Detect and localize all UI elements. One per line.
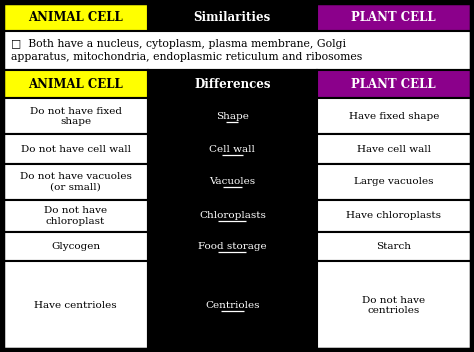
Text: Food storage: Food storage — [198, 242, 267, 251]
Text: Glycogen: Glycogen — [51, 242, 100, 251]
Text: Do not have
chloroplast: Do not have chloroplast — [44, 206, 107, 226]
Bar — [148, 164, 317, 200]
Text: Do not have
centrioles: Do not have centrioles — [362, 296, 425, 315]
Text: Starch: Starch — [376, 242, 411, 251]
Bar — [3, 31, 471, 70]
Text: PLANT CELL: PLANT CELL — [351, 11, 436, 24]
Bar — [148, 262, 317, 349]
Bar — [317, 164, 471, 200]
Bar — [148, 200, 317, 232]
Text: Shape: Shape — [216, 112, 249, 121]
Bar — [3, 3, 148, 31]
Text: Do not have vacuoles
(or small): Do not have vacuoles (or small) — [19, 172, 131, 191]
Bar — [317, 70, 471, 99]
Text: Vacuoles: Vacuoles — [209, 177, 255, 186]
Text: Have centrioles: Have centrioles — [34, 301, 117, 310]
Bar — [148, 134, 317, 164]
Bar — [317, 3, 471, 31]
Text: ANIMAL CELL: ANIMAL CELL — [28, 78, 123, 91]
Bar — [3, 70, 148, 99]
Text: Do not have cell wall: Do not have cell wall — [20, 145, 130, 154]
Text: Have chloroplasts: Have chloroplasts — [346, 212, 441, 220]
Text: Chloroplasts: Chloroplasts — [199, 212, 266, 220]
Bar — [317, 99, 471, 134]
Text: □  Both have a nucleus, cytoplasm, plasma membrane, Golgi
apparatus, mitochondri: □ Both have a nucleus, cytoplasm, plasma… — [11, 39, 362, 62]
Bar — [3, 99, 148, 134]
Text: PLANT CELL: PLANT CELL — [351, 78, 436, 91]
Bar — [317, 200, 471, 232]
Text: Cell wall: Cell wall — [210, 145, 255, 154]
Bar — [148, 99, 317, 134]
Text: Centrioles: Centrioles — [205, 301, 260, 310]
Bar — [317, 262, 471, 349]
Bar — [3, 164, 148, 200]
Text: Have fixed shape: Have fixed shape — [348, 112, 439, 121]
Bar — [3, 232, 148, 262]
Bar — [148, 3, 317, 31]
Text: Have cell wall: Have cell wall — [357, 145, 431, 154]
Bar — [317, 134, 471, 164]
Text: Do not have fixed
shape: Do not have fixed shape — [29, 107, 121, 126]
Bar — [3, 134, 148, 164]
Bar — [317, 232, 471, 262]
Bar — [148, 232, 317, 262]
Bar — [148, 70, 317, 99]
Text: ANIMAL CELL: ANIMAL CELL — [28, 11, 123, 24]
Text: Differences: Differences — [194, 78, 271, 91]
Text: Large vacuoles: Large vacuoles — [354, 177, 434, 186]
Bar — [3, 262, 148, 349]
Bar — [3, 200, 148, 232]
Text: Similarities: Similarities — [194, 11, 271, 24]
